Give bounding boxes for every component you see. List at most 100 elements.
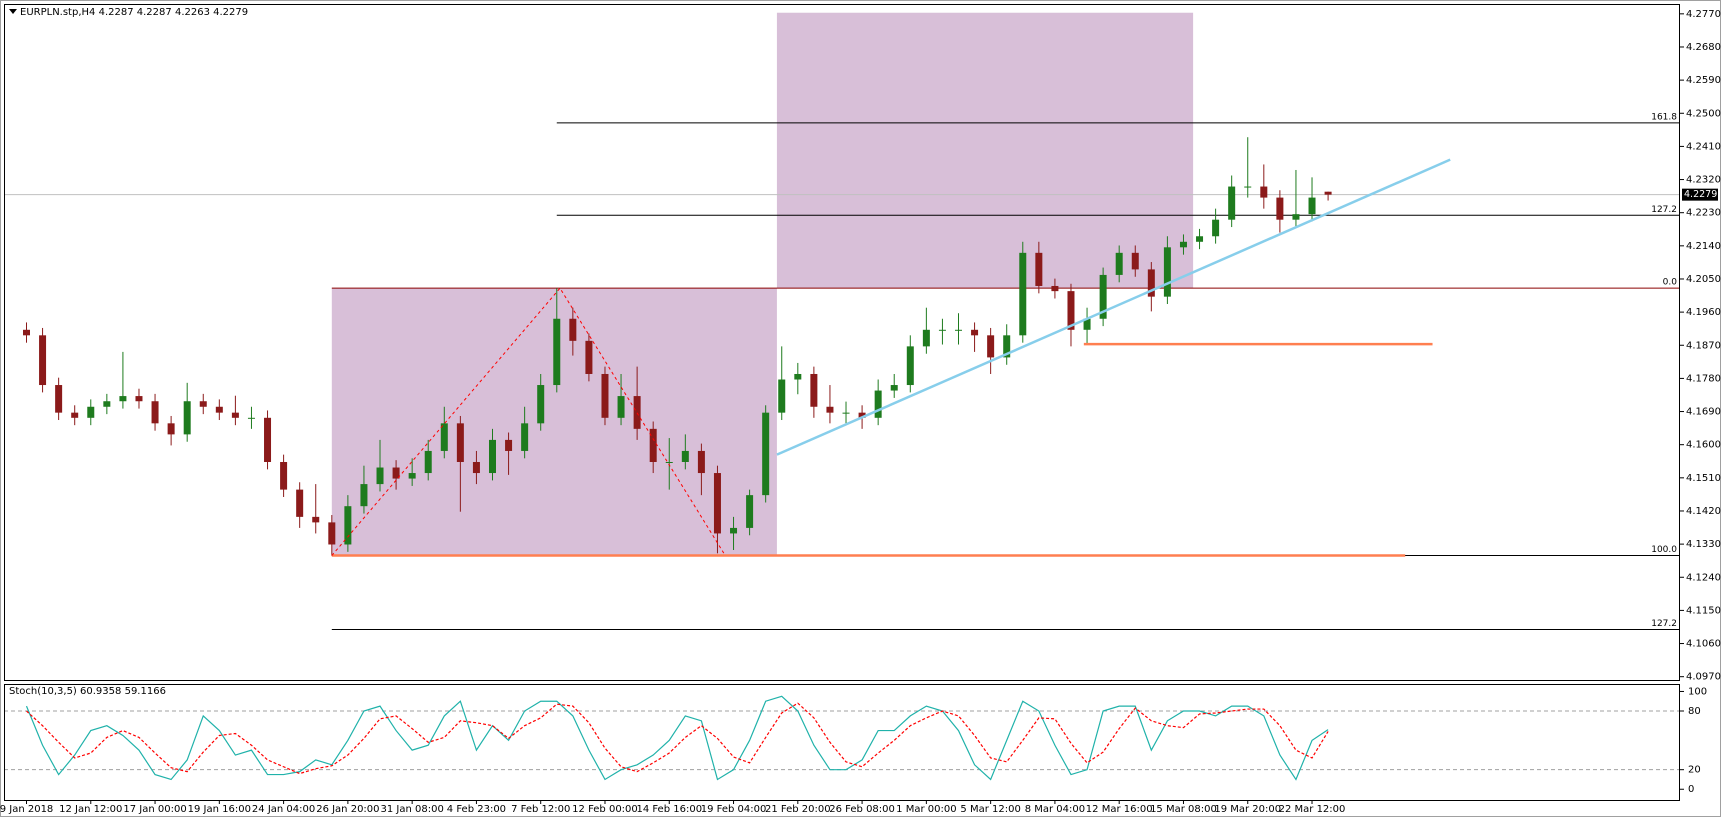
candle-body [264,417,272,462]
candle-body [199,401,207,407]
x-tick-label: 12 Feb 00:00 [572,804,638,815]
candle-body [1196,236,1204,242]
candle-body [424,450,432,474]
candle-body [1260,186,1268,198]
price-panel: 4.0970 4.1060 4.1150 4.1240 4.1330 4.1420 4.15… [4,9,1721,683]
y-tick-label: 4.1240 [1686,572,1721,583]
collapse-icon[interactable] [9,9,17,14]
candle-body [585,340,593,374]
y-tick-label: 4.1870 [1686,340,1721,351]
y-tick-label: 4.1420 [1686,506,1721,517]
candle-body [521,423,529,451]
x-tick-label: 22 Mar 12:00 [1279,804,1346,815]
symbol-title: EURPLN.stp,H4 [20,7,95,18]
y-tick-label: 4.1600 [1686,440,1721,451]
stoch-line [26,702,1329,775]
candle-body [1163,247,1171,297]
stoch-frame [4,684,1680,801]
x-tick-label: 17 Jan 00:00 [123,804,186,815]
y-tick-label: 4.2140 [1686,241,1721,252]
candle-body [874,390,882,418]
candle-body [633,396,641,429]
candle-body [1244,186,1252,188]
y-tick-label: 4.1510 [1686,473,1721,484]
stoch-main-last: 60.9358 [80,686,121,697]
x-tick-label: 12 Jan 12:00 [59,804,122,815]
fibo-label: 0.0 [1663,278,1678,288]
y-tick-label: 80 [1688,706,1701,717]
y-tick-label: 4.2410 [1686,141,1721,152]
candle-body [665,461,673,463]
candle-body [1051,285,1059,292]
y-tick-label: 4.2230 [1686,208,1721,219]
current-price-label: 4.2279 [1684,189,1717,200]
x-tick-label: 19 Jan 16:00 [188,804,251,815]
y-tick-label: 4.1330 [1686,539,1721,550]
x-tick-label: 1 Mar 00:00 [896,804,956,815]
candle-body [103,401,111,407]
current-price-tag [1682,188,1718,201]
x-tick-label: 19 Mar 20:00 [1214,804,1281,815]
x-tick-label: 5 Mar 12:00 [960,804,1020,815]
candle-body [762,412,770,496]
last-low: 4.2263 [175,7,210,18]
candle-body [810,373,818,407]
y-tick-label: 4.2590 [1686,75,1721,86]
last-close: 4.2279 [213,7,248,18]
chart-header: EURPLN.stp,H4 4.2287 4.2287 4.2263 4.227… [20,7,248,18]
candle-body [1147,269,1155,297]
candle-body [247,417,255,419]
y-tick-label: 4.1960 [1686,307,1721,318]
candle-body [167,423,175,435]
candle-body [344,506,352,545]
fibo-label: 127.2 [1651,205,1677,215]
candle-body [488,439,496,474]
candle-body [1292,214,1300,220]
candle-body [280,461,288,490]
fibo-label: 100.0 [1651,545,1677,555]
candle-body [1131,252,1139,270]
y-tick-label: 20 [1688,765,1701,776]
candle-body [1228,186,1236,220]
x-tick-label: 21 Feb 20:00 [765,804,831,815]
stoch-title: Stoch(10,3,5) [9,686,77,697]
stoch-panel: 0 20 80 100 [4,686,1707,795]
candle-body [649,428,657,462]
candle-body [553,318,561,386]
candle-body [376,467,384,485]
candle-body [826,406,834,413]
candle-body [794,373,802,380]
candle-body [1276,197,1284,220]
x-tick-label: 26 Jan 20:00 [316,804,379,815]
candle-body [890,385,898,391]
x-tick-label: 24 Jan 04:00 [252,804,315,815]
y-tick-label: 4.1780 [1686,373,1721,384]
drawn-line [776,158,1451,456]
candle-body [215,406,223,413]
last-high: 4.2287 [137,7,172,18]
candle-body [1035,252,1043,286]
candle-body [456,423,464,462]
candle-body [987,335,995,358]
candle-body [1212,219,1220,237]
y-tick-label: 100 [1688,686,1707,697]
stoch-signal-last: 59.1166 [125,686,166,697]
x-tick-label: 9 Jan 2018 [0,804,53,815]
candle-body [730,527,738,534]
candle-body [296,489,304,517]
y-tick-label: 4.2500 [1686,108,1721,119]
x-tick-label: 31 Jan 08:00 [380,804,443,815]
last-open: 4.2287 [99,7,134,18]
candle-body [617,396,625,418]
x-tick-label: 12 Mar 16:00 [1086,804,1153,815]
candle-body [151,401,159,424]
stoch-line [25,695,1329,781]
candle-body [55,385,63,413]
y-tick-label: 4.1690 [1686,407,1721,418]
candle-body [681,450,689,462]
x-tick-label: 8 Mar 04:00 [1025,804,1085,815]
y-tick-label: 4.1060 [1686,639,1721,650]
x-tick-label: 19 Feb 04:00 [701,804,767,815]
candle-body [1003,335,1011,358]
